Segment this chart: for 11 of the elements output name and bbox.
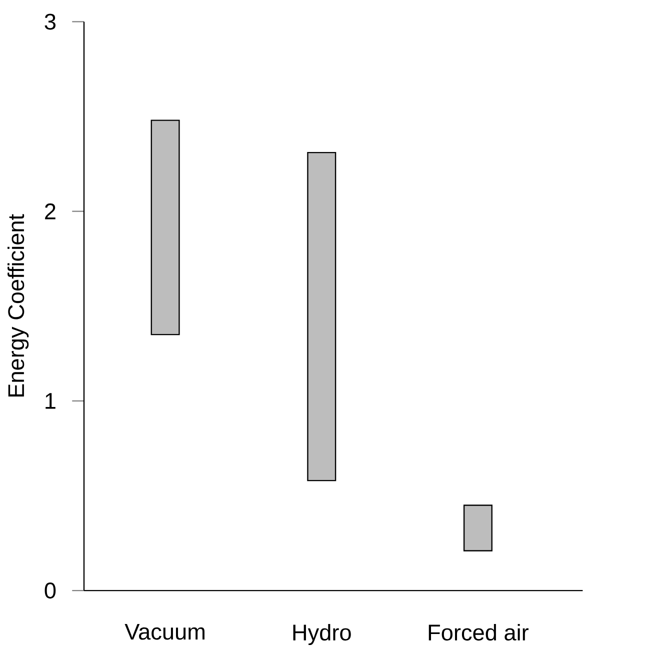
bar [307, 152, 336, 482]
y-tick-label: 1 [46, 393, 56, 409]
y-tick-label: 0 [44, 582, 56, 599]
x-tick-label: Vacuum [124, 624, 204, 640]
bar [463, 504, 492, 552]
x-tick-label: Hydro [293, 624, 351, 646]
y-tick-label: 3 [44, 14, 56, 30]
y-tick-label: 2 [45, 204, 56, 220]
x-tick-label: Forced air [428, 624, 528, 641]
y-axis-title: Energy Coefficient [8, 214, 29, 397]
bar [150, 120, 180, 336]
